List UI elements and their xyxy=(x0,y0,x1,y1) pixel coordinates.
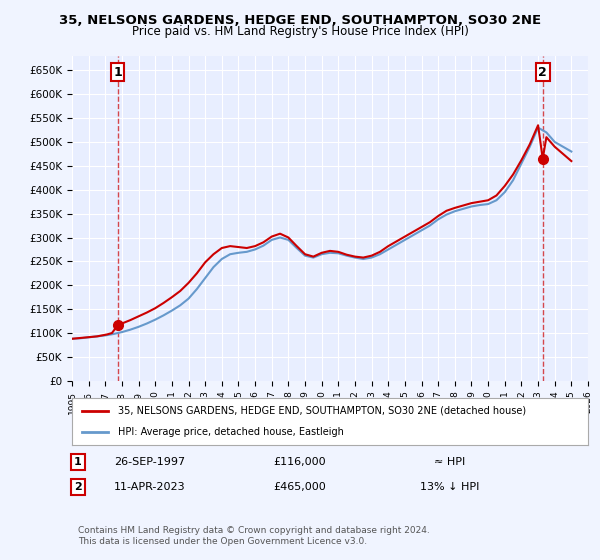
Text: 13% ↓ HPI: 13% ↓ HPI xyxy=(421,482,479,492)
Text: £465,000: £465,000 xyxy=(274,482,326,492)
Text: 2: 2 xyxy=(538,66,547,79)
Text: Contains HM Land Registry data © Crown copyright and database right 2024.
This d: Contains HM Land Registry data © Crown c… xyxy=(78,526,430,546)
Text: 35, NELSONS GARDENS, HEDGE END, SOUTHAMPTON, SO30 2NE (detached house): 35, NELSONS GARDENS, HEDGE END, SOUTHAMP… xyxy=(118,406,527,416)
Text: 1: 1 xyxy=(74,457,82,467)
Text: £116,000: £116,000 xyxy=(274,457,326,467)
Text: Price paid vs. HM Land Registry's House Price Index (HPI): Price paid vs. HM Land Registry's House … xyxy=(131,25,469,38)
Text: 11-APR-2023: 11-APR-2023 xyxy=(114,482,186,492)
Text: ≈ HPI: ≈ HPI xyxy=(434,457,466,467)
Text: 35, NELSONS GARDENS, HEDGE END, SOUTHAMPTON, SO30 2NE: 35, NELSONS GARDENS, HEDGE END, SOUTHAMP… xyxy=(59,14,541,27)
Text: 1: 1 xyxy=(113,66,122,79)
Text: HPI: Average price, detached house, Eastleigh: HPI: Average price, detached house, East… xyxy=(118,427,344,437)
Text: 2: 2 xyxy=(74,482,82,492)
Text: 26-SEP-1997: 26-SEP-1997 xyxy=(115,457,185,467)
